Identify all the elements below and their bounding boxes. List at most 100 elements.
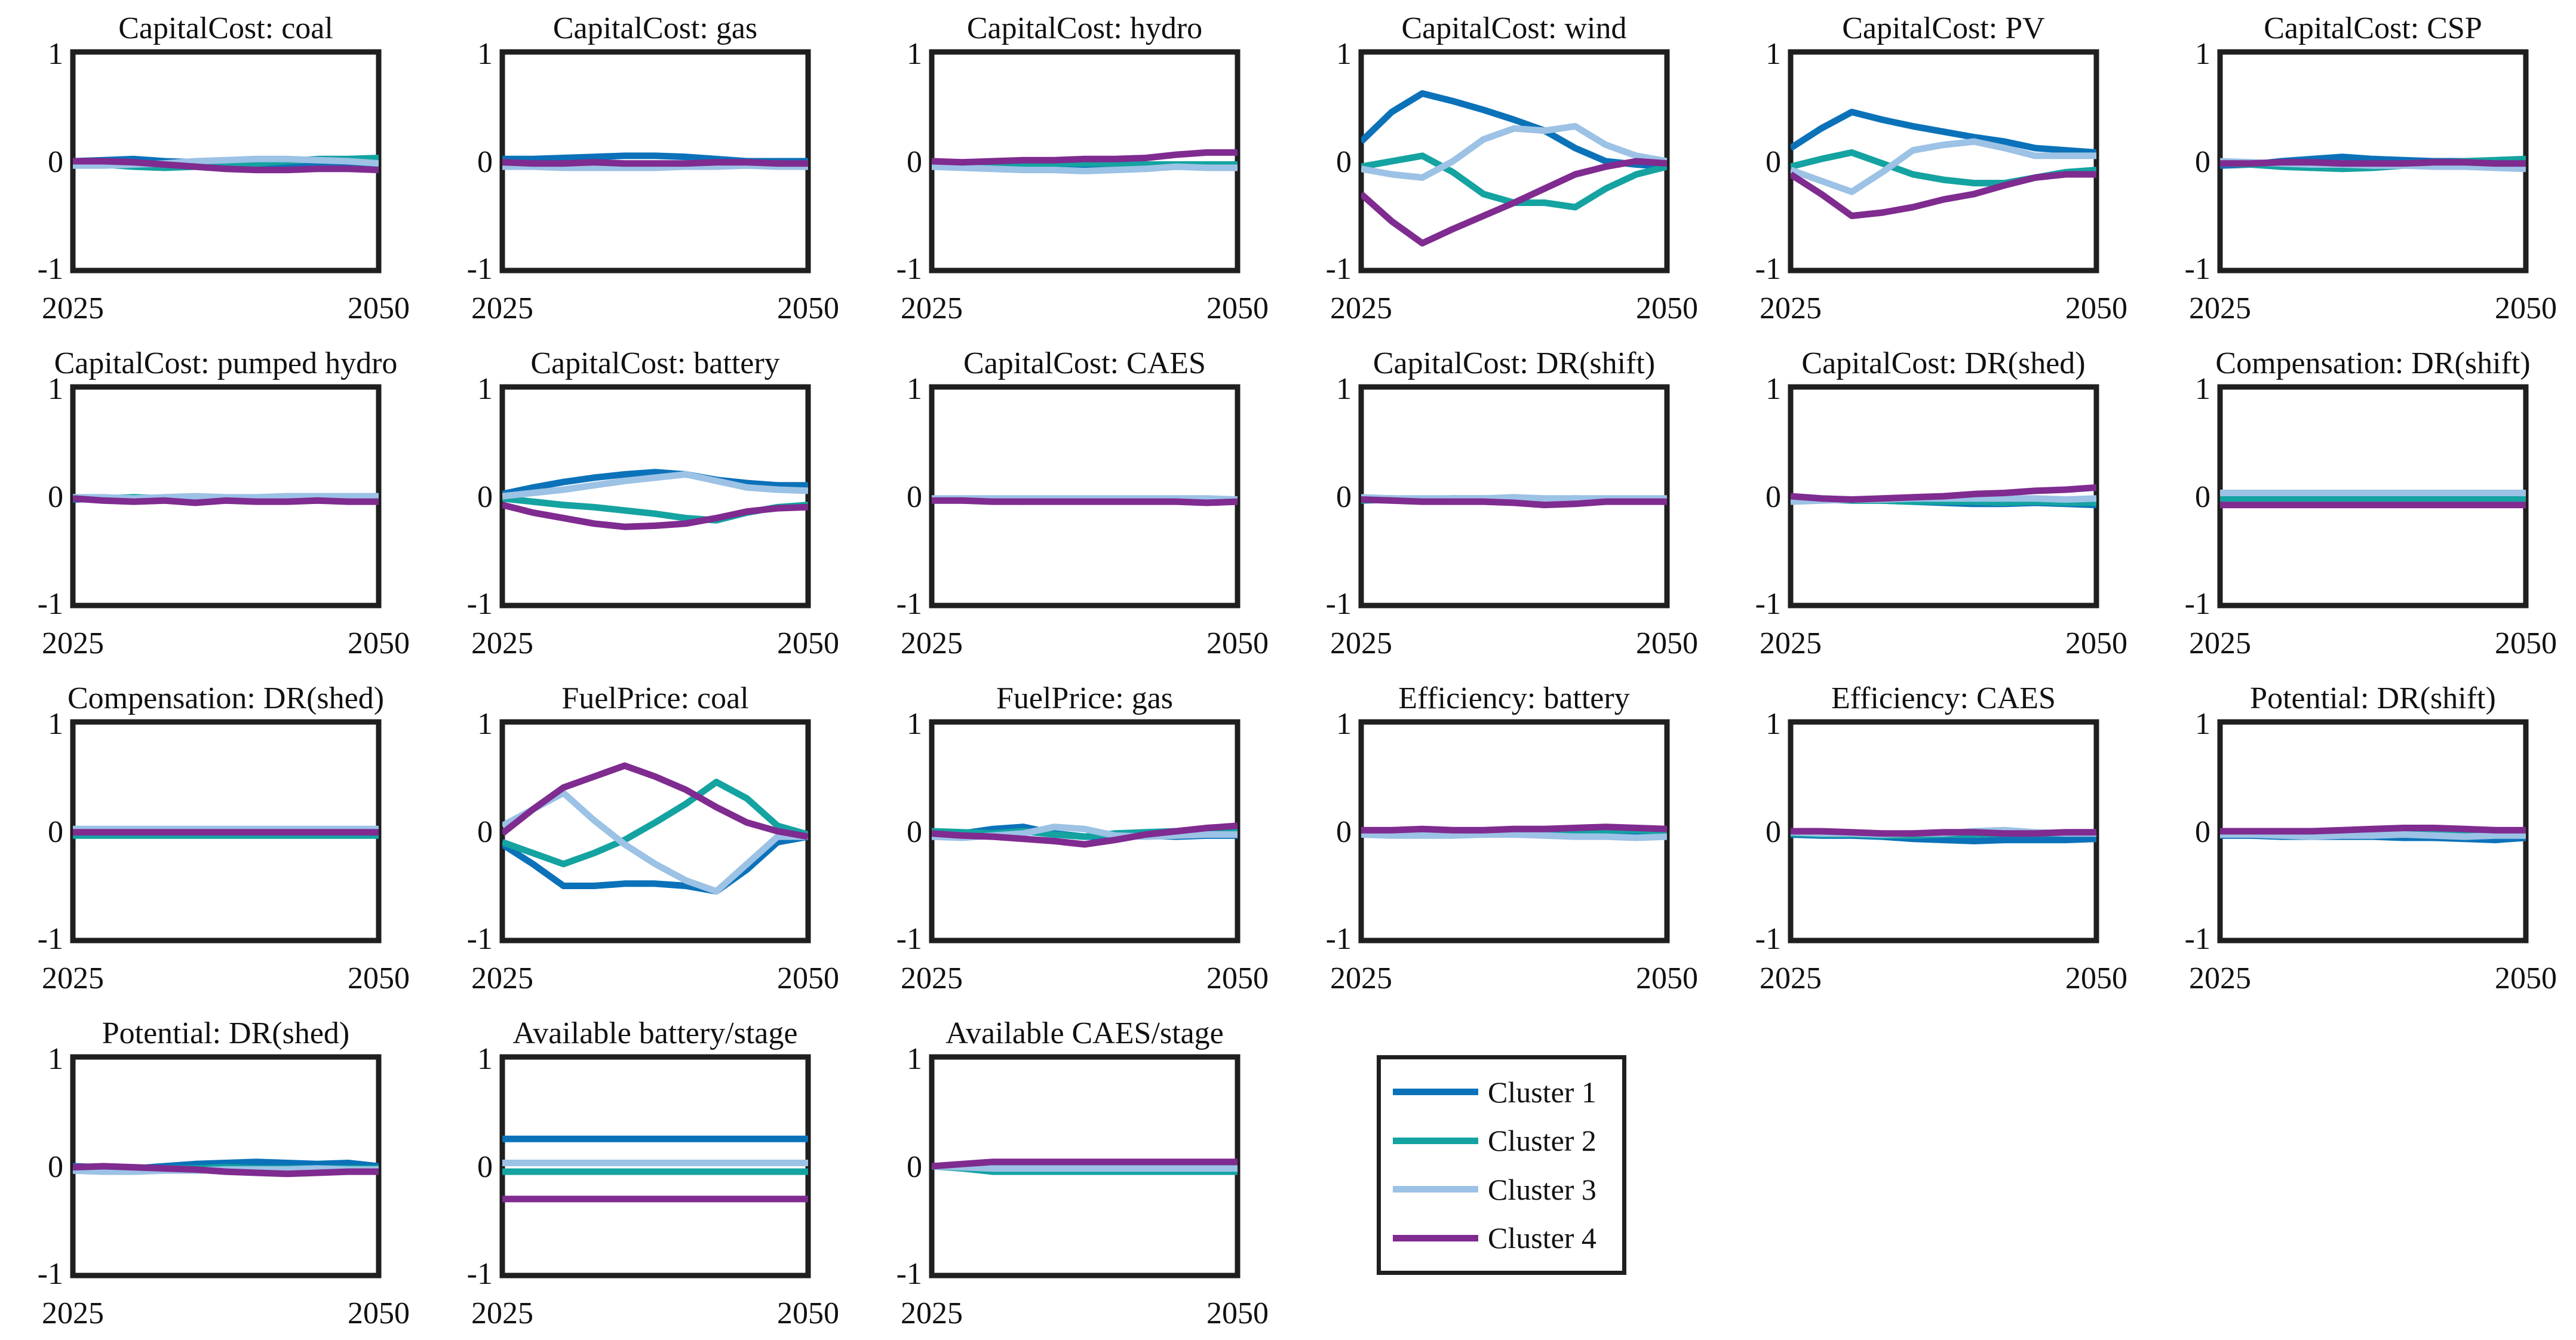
series-line-cluster-4 bbox=[502, 762, 808, 840]
x-tick-label: 2025 bbox=[1760, 626, 1822, 660]
y-tick-label: -1 bbox=[896, 587, 922, 621]
x-tick-label: 2050 bbox=[777, 961, 839, 995]
legend-entry-cluster-2: Cluster 2 bbox=[1381, 1121, 1622, 1160]
y-tick-label: 1 bbox=[907, 707, 922, 741]
x-tick-label: 2025 bbox=[471, 961, 533, 995]
x-tick-label: 2025 bbox=[1330, 961, 1392, 995]
series-line-cluster-4 bbox=[1791, 828, 2096, 837]
y-tick-label: 1 bbox=[1766, 707, 1781, 741]
y-tick-label: 1 bbox=[907, 1042, 922, 1076]
x-tick-label: 2050 bbox=[2495, 291, 2557, 325]
legend-label: Cluster 3 bbox=[1488, 1172, 1596, 1206]
subplot-available-battery-stage: Available battery/stage 1 0 -1 2025 2050 bbox=[467, 1016, 839, 1330]
x-tick-label: 2050 bbox=[348, 291, 410, 325]
subplot-title: Efficiency: CAES bbox=[1831, 681, 2056, 715]
subplot-title: CapitalCost: DR(shift) bbox=[1373, 346, 1655, 380]
x-tick-label: 2025 bbox=[42, 1296, 104, 1330]
series-line-cluster-4 bbox=[73, 1163, 379, 1178]
y-tick-label: -1 bbox=[896, 922, 922, 956]
subplot-efficiency-battery: Efficiency: battery 1 0 -1 2025 2050 bbox=[1326, 681, 1698, 995]
series-line-cluster-3 bbox=[502, 471, 808, 500]
y-tick-label: 1 bbox=[2195, 37, 2210, 71]
series-line-cluster-3 bbox=[1361, 122, 1667, 181]
subplot-title: Efficiency: battery bbox=[1398, 681, 1629, 715]
y-tick-label: 0 bbox=[477, 815, 493, 849]
x-tick-label: 2050 bbox=[1636, 626, 1698, 660]
y-tick-label: 0 bbox=[907, 480, 922, 514]
y-tick-label: 1 bbox=[477, 372, 493, 406]
x-tick-label: 2025 bbox=[2189, 291, 2251, 325]
y-tick-label: 0 bbox=[1766, 480, 1781, 514]
subplot-title: CapitalCost: DR(shed) bbox=[1801, 346, 2085, 380]
series-line-cluster-1 bbox=[1791, 109, 2096, 156]
x-tick-label: 2025 bbox=[1760, 291, 1822, 325]
y-tick-label: 1 bbox=[1336, 37, 1352, 71]
series-line-cluster-4 bbox=[73, 495, 379, 506]
x-tick-label: 2050 bbox=[1636, 961, 1698, 995]
series-line-cluster-2 bbox=[502, 779, 808, 868]
series-line-cluster-3 bbox=[1361, 831, 1667, 841]
subplot-title: Potential: DR(shed) bbox=[102, 1016, 350, 1050]
y-tick-label: -1 bbox=[38, 922, 63, 956]
y-tick-label: 0 bbox=[907, 815, 922, 849]
y-tick-label: 1 bbox=[477, 707, 493, 741]
series-line-cluster-4 bbox=[2220, 159, 2526, 167]
y-tick-label: -1 bbox=[1326, 587, 1352, 621]
y-tick-label: 1 bbox=[2195, 707, 2210, 741]
subplot-capitalcost-csp: CapitalCost: CSP 1 0 -1 2025 2050 bbox=[2185, 11, 2557, 325]
x-tick-label: 2025 bbox=[901, 626, 963, 660]
x-tick-label: 2050 bbox=[2495, 626, 2557, 660]
legend: Cluster 1 Cluster 2 Cluster 3 Cluster 4 bbox=[1377, 1055, 1626, 1275]
subplot-capitalcost-dr-shed: CapitalCost: DR(shed) 1 0 -1 2025 2050 bbox=[1755, 346, 2127, 660]
y-tick-label: 0 bbox=[477, 480, 493, 514]
legend-entry-cluster-1: Cluster 1 bbox=[1381, 1073, 1622, 1111]
y-tick-label: -1 bbox=[1755, 922, 1781, 956]
x-tick-label: 2050 bbox=[1206, 1296, 1269, 1330]
subplot-capitalcost-caes: CapitalCost: CAES 1 0 -1 2025 2050 bbox=[896, 346, 1269, 660]
cluster-3-line-swatch bbox=[1393, 1186, 1478, 1193]
series-line-cluster-4 bbox=[1791, 484, 2096, 503]
series-line-cluster-1 bbox=[502, 469, 808, 497]
y-tick-label: -1 bbox=[896, 1257, 922, 1291]
y-tick-label: 0 bbox=[48, 480, 63, 514]
x-tick-label: 2050 bbox=[348, 626, 410, 660]
x-tick-label: 2050 bbox=[777, 626, 839, 660]
subplot-title: Compensation: DR(shed) bbox=[67, 681, 384, 715]
y-tick-label: 1 bbox=[907, 372, 922, 406]
series-line-cluster-4 bbox=[1361, 823, 1667, 834]
series-line-cluster-3 bbox=[2220, 831, 2526, 840]
subplot-title: Available battery/stage bbox=[513, 1016, 798, 1050]
series-line-cluster-4 bbox=[932, 149, 1238, 166]
y-tick-label: 0 bbox=[2195, 145, 2210, 179]
x-tick-label: 2050 bbox=[348, 961, 410, 995]
series-line-cluster-4 bbox=[932, 1158, 1238, 1170]
subplot-fuelprice-gas: FuelPrice: gas 1 0 -1 2025 2050 bbox=[896, 681, 1269, 995]
y-tick-label: 0 bbox=[2195, 815, 2210, 849]
subplot-title: FuelPrice: gas bbox=[996, 681, 1173, 715]
y-tick-label: -1 bbox=[2185, 252, 2210, 286]
subplot-compensation-dr-shed: Compensation: DR(shed)1 0 -1 2025 2050 bbox=[38, 681, 410, 995]
series-line-cluster-4 bbox=[1361, 158, 1667, 247]
subplot-capitalcost-gas: CapitalCost: gas 1 0 -1 2025 2050 bbox=[467, 11, 839, 325]
x-tick-label: 2025 bbox=[471, 626, 533, 660]
subplot-title: CapitalCost: wind bbox=[1402, 11, 1627, 45]
x-tick-label: 2025 bbox=[42, 626, 104, 660]
x-tick-label: 2050 bbox=[777, 1296, 839, 1330]
y-tick-label: 0 bbox=[1766, 145, 1781, 179]
subplot-potential-dr-shift: Potential: DR(shift) 1 0 -1 2025 2050 bbox=[2185, 681, 2557, 995]
x-tick-label: 2025 bbox=[1760, 961, 1822, 995]
y-tick-label: 0 bbox=[477, 1150, 493, 1184]
x-tick-label: 2050 bbox=[2065, 961, 2127, 995]
y-tick-label: 1 bbox=[1766, 372, 1781, 406]
x-tick-label: 2025 bbox=[471, 1296, 533, 1330]
subplot-potential-dr-shed: Potential: DR(shed) 1 0 -1 2025 2050 bbox=[38, 1016, 410, 1330]
y-tick-label: -1 bbox=[38, 252, 63, 286]
x-tick-label: 2025 bbox=[42, 291, 104, 325]
legend-label: Cluster 2 bbox=[1488, 1124, 1596, 1158]
x-tick-label: 2025 bbox=[471, 291, 533, 325]
y-tick-label: -1 bbox=[38, 1257, 63, 1291]
series-line-cluster-3 bbox=[932, 1163, 1238, 1172]
series-line-cluster-1 bbox=[502, 833, 808, 895]
legend-label: Cluster 1 bbox=[1488, 1075, 1596, 1109]
